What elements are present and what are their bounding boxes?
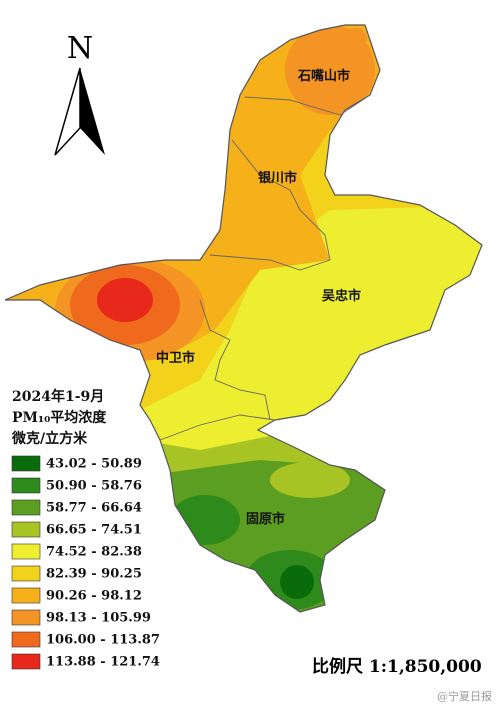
city-borders <box>159 94 371 441</box>
legend-label: 50.90 - 58.76 <box>46 479 142 494</box>
legend-swatch <box>11 587 41 604</box>
legend-label: 113.88 - 121.74 <box>46 655 160 670</box>
city-label: 石嘴山市 <box>297 68 350 84</box>
legend-swatch <box>11 631 41 648</box>
legend-swatch <box>11 521 41 538</box>
legend-label: 74.52 - 82.38 <box>46 545 142 560</box>
legend-label: 98.13 - 105.99 <box>46 611 151 626</box>
legend-label: 58.77 - 66.64 <box>46 501 142 516</box>
legend-label: 66.65 - 74.51 <box>46 523 142 538</box>
legend-label: 43.02 - 50.89 <box>46 457 142 472</box>
north-label: N <box>67 31 93 66</box>
legend-swatch <box>11 653 41 670</box>
legend-label: 90.26 - 98.12 <box>46 589 142 604</box>
legend-swatch <box>11 477 41 494</box>
zone <box>343 28 367 48</box>
legend-label: 106.00 - 113.87 <box>46 633 160 648</box>
scale-label: 比例尺 1:1,850,000 <box>312 656 482 677</box>
north-arrow: N <box>54 31 105 156</box>
legend-swatch <box>11 565 41 582</box>
legend-swatch <box>11 455 41 472</box>
legend-title: 微克/立方米 <box>11 430 88 447</box>
zone <box>97 278 153 322</box>
city-label: 吴忠市 <box>322 288 361 304</box>
city-label: 中卫市 <box>156 350 195 366</box>
zone <box>170 495 240 545</box>
zone <box>270 462 350 498</box>
legend-title: PM₁₀平均浓度 <box>12 409 107 426</box>
legend-swatch <box>11 609 41 626</box>
legend-label: 82.39 - 90.25 <box>46 567 142 582</box>
legend-swatch <box>11 543 41 560</box>
legend-title: 2024年1-9月 <box>12 388 104 405</box>
city-label: 银川市 <box>258 170 297 186</box>
city-label: 固原市 <box>246 511 285 527</box>
zone <box>280 565 314 599</box>
legend-swatch <box>11 499 41 516</box>
watermark: @宁夏日报 <box>437 689 492 703</box>
